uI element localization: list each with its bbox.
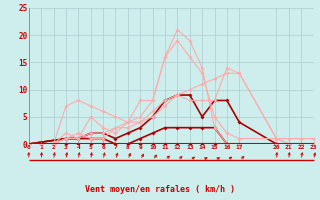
Text: Vent moyen/en rafales ( km/h ): Vent moyen/en rafales ( km/h ) [85, 185, 235, 194]
